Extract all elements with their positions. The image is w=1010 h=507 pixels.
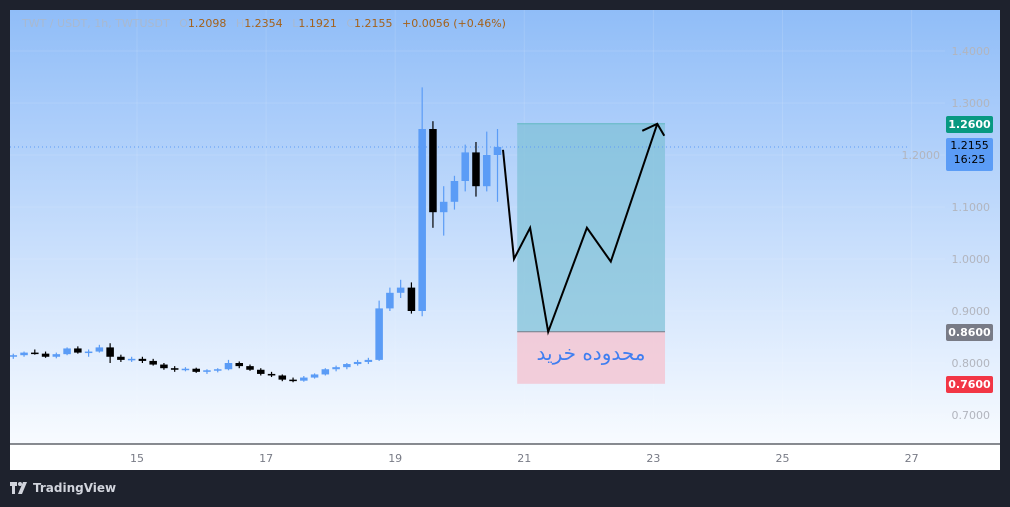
- candle-body: [20, 352, 28, 356]
- time-tick-label: 21: [517, 452, 531, 465]
- candle-body: [213, 369, 222, 371]
- candle-body: [472, 152, 480, 187]
- projection-path: [502, 123, 659, 336]
- time-tick-label: 17: [259, 452, 273, 465]
- tradingview-icon: [10, 482, 27, 494]
- candle-body: [289, 379, 297, 382]
- candle-body: [439, 201, 448, 213]
- candle-body: [257, 369, 265, 374]
- low-value: 1.1921: [298, 17, 337, 30]
- candle-body: [74, 348, 82, 353]
- candle-body: [278, 375, 287, 380]
- candle-body: [493, 146, 502, 155]
- candle-body: [396, 287, 405, 293]
- current-price-label: 1.2155 16:25: [946, 138, 993, 171]
- candle-body: [429, 129, 437, 213]
- low-label: L: [292, 17, 299, 30]
- candle-body: [375, 308, 383, 360]
- time-tick-label: 25: [776, 452, 790, 465]
- candle-body: [138, 358, 147, 361]
- candle-body: [117, 356, 125, 360]
- stop-zone: [517, 331, 666, 384]
- profit-zone: [517, 123, 666, 332]
- price-tick-label: 1.3000: [952, 97, 991, 110]
- bar-countdown: 16:25: [953, 153, 986, 166]
- time-tick-label: 27: [905, 452, 919, 465]
- candle-body: [127, 358, 136, 361]
- candle-body: [149, 360, 157, 365]
- candle-body: [192, 368, 200, 372]
- candle-body: [386, 292, 394, 309]
- price-tick-label: 1.2000: [902, 149, 941, 162]
- symbol-legend: TWT / USDT, 1h, TWTUSDT O1.2098 H1.2354 …: [22, 17, 506, 30]
- candle-body: [461, 152, 469, 181]
- candle-body: [181, 368, 190, 371]
- candle-body: [310, 374, 319, 378]
- candle-body: [95, 347, 104, 352]
- candle-body: [418, 129, 426, 311]
- open-label: O: [179, 17, 188, 30]
- current-price: 1.2155: [950, 139, 989, 152]
- high-value: 1.2354: [244, 17, 283, 30]
- arrow-head-icon: [641, 122, 666, 137]
- price-tick-label: 1.4000: [952, 45, 991, 58]
- candle-body: [235, 363, 244, 367]
- candle-body: [84, 351, 93, 354]
- candle-body: [106, 347, 114, 357]
- close-value: 1.2155: [354, 17, 393, 30]
- open-value: 1.2098: [187, 17, 227, 30]
- price-tick-label: 0.8000: [952, 357, 991, 370]
- entry-price-label: 0.8600: [946, 324, 993, 341]
- time-tick-label: 23: [646, 452, 660, 465]
- candle-body: [52, 354, 61, 357]
- candle-body: [343, 364, 351, 368]
- chart-background: [10, 10, 1000, 444]
- candle-body: [10, 355, 18, 357]
- change-value: +0.0056 (+0.46%): [402, 17, 506, 30]
- price-chart[interactable]: 0.7000 0.8000 0.9000 1.0000 1.1000 1.2000 1.30…: [10, 10, 1000, 470]
- buy-zone-label: محدوده خرید: [536, 341, 646, 365]
- candle-body: [407, 287, 416, 311]
- candle-body: [170, 368, 179, 370]
- candle-body: [364, 359, 373, 362]
- tradingview-logo[interactable]: TradingView: [10, 481, 116, 495]
- candle-body: [31, 352, 39, 355]
- symbol-title[interactable]: TWT / USDT, 1h, TWTUSDT: [22, 17, 170, 30]
- price-tick-label: 0.7000: [952, 409, 991, 422]
- candle-body: [300, 377, 308, 381]
- candle-body: [41, 353, 50, 357]
- candle-body: [332, 367, 340, 370]
- close-label: C: [346, 17, 355, 30]
- candle-body: [267, 373, 276, 376]
- candle-body: [63, 348, 71, 355]
- chart-frame: 0.7000 0.8000 0.9000 1.0000 1.1000 1.2000 1.30…: [10, 10, 1000, 470]
- target-price-label: 1.2600: [946, 116, 993, 133]
- candle-body: [321, 369, 330, 375]
- high-label: H: [235, 17, 245, 30]
- price-tick-label: 1.1000: [952, 201, 991, 214]
- candle-body: [224, 363, 233, 370]
- candle-body: [160, 364, 168, 369]
- candle-body: [246, 366, 254, 370]
- candle-body: [353, 361, 362, 365]
- brand-name: TradingView: [33, 481, 117, 495]
- time-tick-label: 15: [130, 452, 144, 465]
- price-tick-label: 1.0000: [952, 253, 991, 266]
- candle-body: [482, 155, 491, 187]
- candle-body: [450, 181, 459, 202]
- price-tick-label: 0.9000: [952, 305, 991, 318]
- stop-price-label: 0.7600: [946, 376, 993, 393]
- time-tick-label: 19: [388, 452, 402, 465]
- candle-body: [203, 370, 211, 372]
